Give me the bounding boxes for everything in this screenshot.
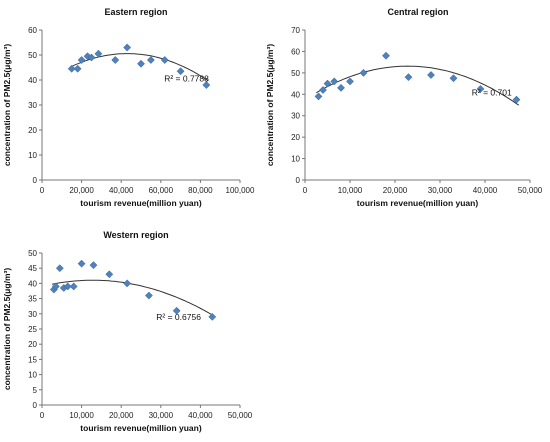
y-tick-label: 50 bbox=[28, 249, 37, 258]
data-point bbox=[123, 279, 132, 288]
x-axis-label: tourism revenue(million yuan) bbox=[357, 198, 479, 208]
chart-0: Eastern region 0 10 20 30 40 50 60 0 20,000 40,000… bbox=[2, 7, 255, 208]
x-tick-label: 0 bbox=[303, 186, 308, 195]
data-point bbox=[77, 259, 86, 268]
chart-title: Western region bbox=[103, 230, 168, 240]
x-axis-label: tourism revenue(million yuan) bbox=[80, 423, 202, 433]
y-tick-label: 30 bbox=[28, 101, 37, 110]
x-tick-label: 50,000 bbox=[518, 186, 543, 195]
trendline bbox=[316, 65, 520, 106]
data-point bbox=[73, 64, 82, 73]
data-point bbox=[94, 49, 103, 58]
x-tick-label: 20,000 bbox=[383, 186, 408, 195]
y-tick-label: 15 bbox=[28, 355, 37, 364]
y-tick-label: 70 bbox=[291, 26, 300, 35]
y-tick-label: 30 bbox=[28, 310, 37, 319]
chart-1: Central region 0 10 20 30 40 50 60 70 0 10,000 20,0… bbox=[265, 7, 543, 208]
data-point bbox=[144, 291, 153, 300]
trendline bbox=[51, 279, 215, 317]
data-point bbox=[67, 64, 76, 73]
x-tick-label: 10,000 bbox=[338, 186, 363, 195]
y-tick-label: 10 bbox=[291, 155, 300, 164]
y-tick-label: 0 bbox=[33, 176, 38, 185]
data-point bbox=[427, 71, 435, 79]
data-point bbox=[111, 56, 120, 64]
data-point bbox=[176, 67, 185, 76]
y-tick-label: 20 bbox=[291, 133, 300, 142]
x-tick-label: 10,000 bbox=[69, 411, 94, 420]
data-point bbox=[123, 43, 132, 52]
x-tick-label: 80,000 bbox=[188, 186, 213, 195]
y-tick-label: 60 bbox=[28, 26, 37, 35]
x-tick-label: 40,000 bbox=[188, 411, 213, 420]
data-point bbox=[346, 77, 354, 86]
data-point bbox=[69, 282, 78, 291]
y-axis-label: concentration of PM2.5(μg/m³) bbox=[2, 268, 12, 390]
r-squared-label: R² = 0.6756 bbox=[156, 312, 201, 322]
x-tick-label: 40,000 bbox=[109, 186, 134, 195]
y-tick-label: 40 bbox=[291, 90, 300, 99]
data-point bbox=[105, 270, 114, 279]
x-tick-label: 100,000 bbox=[226, 186, 255, 195]
y-tick-label: 20 bbox=[28, 340, 37, 349]
x-tick-label: 50,000 bbox=[228, 411, 253, 420]
data-point bbox=[319, 86, 327, 94]
data-point bbox=[323, 79, 332, 88]
y-tick-label: 0 bbox=[296, 176, 301, 185]
chart-title: Central region bbox=[387, 7, 448, 17]
chart-2: Western region 0 5 10 15 20 25 30 35 40 45 50 0 10,00… bbox=[2, 230, 253, 433]
data-point bbox=[382, 51, 390, 60]
y-tick-label: 0 bbox=[33, 401, 38, 410]
data-point bbox=[160, 56, 169, 64]
x-tick-label: 60,000 bbox=[149, 186, 174, 195]
data-point bbox=[89, 261, 98, 270]
y-tick-label: 25 bbox=[28, 325, 37, 334]
data-point bbox=[77, 56, 86, 64]
chart-title: Eastern region bbox=[104, 7, 167, 17]
y-axis-label: concentration of PM2.5(μg/m³) bbox=[2, 44, 12, 166]
data-point bbox=[202, 81, 211, 89]
r-squared-label: R² = 0.701 bbox=[472, 87, 512, 97]
data-point bbox=[476, 84, 485, 93]
y-tick-label: 50 bbox=[28, 51, 37, 60]
data-point bbox=[449, 74, 458, 83]
data-point bbox=[55, 264, 64, 273]
data-point bbox=[314, 92, 323, 101]
x-tick-label: 0 bbox=[40, 411, 45, 420]
y-tick-label: 30 bbox=[291, 112, 300, 121]
r-squared-label: R² = 0.7788 bbox=[164, 73, 209, 83]
data-point bbox=[330, 77, 339, 86]
y-tick-label: 20 bbox=[28, 126, 37, 135]
y-tick-label: 10 bbox=[28, 371, 37, 380]
data-point bbox=[359, 68, 368, 77]
x-tick-label: 20,000 bbox=[69, 186, 94, 195]
y-tick-label: 5 bbox=[33, 386, 38, 395]
data-point bbox=[404, 73, 413, 82]
x-tick-label: 0 bbox=[40, 186, 45, 195]
y-axis-label: concentration of PM2.5(μg/m³) bbox=[265, 44, 275, 166]
data-point bbox=[208, 312, 217, 321]
y-tick-label: 40 bbox=[28, 76, 37, 85]
data-point bbox=[137, 59, 145, 68]
x-tick-label: 40,000 bbox=[473, 186, 498, 195]
y-tick-label: 35 bbox=[28, 295, 37, 304]
x-axis-label: tourism revenue(million yuan) bbox=[80, 198, 202, 208]
data-point bbox=[51, 282, 60, 291]
data-point bbox=[63, 282, 72, 291]
y-tick-label: 60 bbox=[291, 47, 300, 56]
data-point bbox=[87, 53, 96, 62]
x-tick-label: 30,000 bbox=[149, 411, 174, 420]
data-point bbox=[512, 95, 521, 104]
data-point bbox=[172, 306, 181, 315]
y-tick-label: 40 bbox=[28, 279, 37, 288]
x-tick-label: 20,000 bbox=[109, 411, 134, 420]
y-tick-label: 50 bbox=[291, 69, 300, 78]
data-point bbox=[146, 56, 155, 64]
data-point bbox=[337, 83, 345, 92]
y-tick-label: 45 bbox=[28, 264, 37, 273]
y-tick-label: 10 bbox=[28, 151, 37, 160]
x-tick-label: 30,000 bbox=[428, 186, 453, 195]
